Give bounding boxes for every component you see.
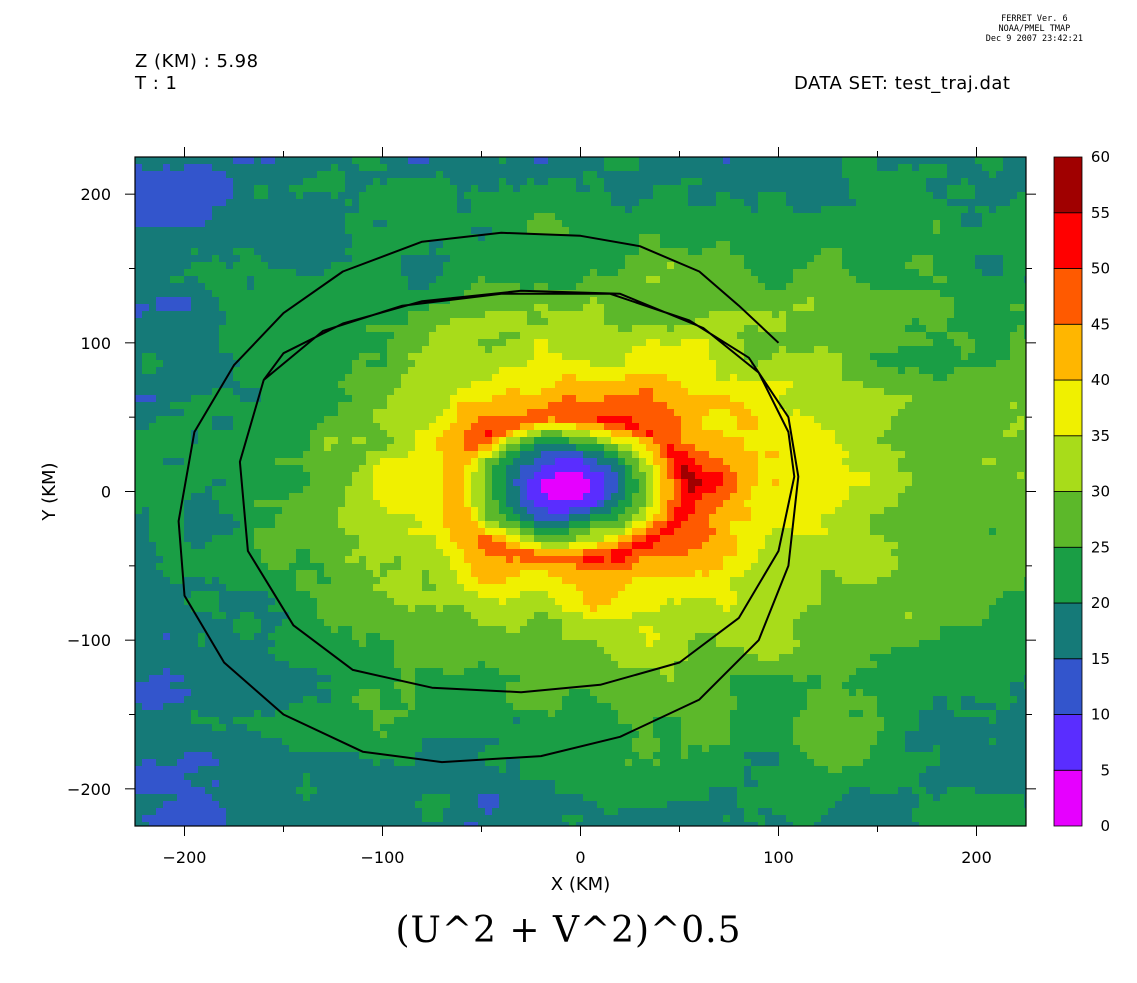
colorbar-label: 20: [1091, 594, 1110, 612]
colorbar-label: 25: [1091, 538, 1110, 556]
z-level-label: Z (KM) : 5.98: [135, 51, 259, 72]
x-tick-label: −200: [163, 848, 207, 867]
colorbar-label: 15: [1091, 650, 1110, 668]
colorbar-swatch: [1053, 379, 1083, 437]
colorbar-label: 40: [1091, 371, 1110, 389]
colorbar-label: 5: [1100, 761, 1110, 779]
colorbar-swatch: [1053, 769, 1083, 827]
y-tick-label: −100: [67, 631, 111, 650]
colorbar-swatch: [1053, 156, 1083, 214]
colorbar-label: 50: [1091, 260, 1110, 278]
colorbar-label: 45: [1091, 315, 1110, 333]
y-tick-label: 200: [80, 185, 111, 204]
x-tick-label: 0: [575, 848, 585, 867]
colorbar-swatch: [1053, 212, 1083, 269]
y-axis-label: Y (KM): [39, 462, 60, 521]
colorbar-label: 35: [1091, 427, 1110, 445]
stamp-version: FERRET Ver. 6: [1001, 14, 1068, 24]
stamp-date: Dec 9 2007 23:42:21: [985, 34, 1083, 44]
y-tick-label: 0: [101, 483, 111, 502]
colorbar-label: 55: [1091, 204, 1110, 222]
heatmap-field: [135, 157, 1026, 826]
colorbar-swatch: [1053, 268, 1083, 325]
x-tick-label: −100: [361, 848, 405, 867]
x-axis-label: X (KM): [551, 874, 610, 895]
ferret-stamp: FERRET Ver. 6 NOAA/PMEL TMAP Dec 9 2007 …: [986, 14, 1083, 44]
time-step-label: T : 1: [135, 73, 178, 94]
colorbar-label: 0: [1100, 817, 1110, 835]
stamp-org: NOAA/PMEL TMAP: [998, 24, 1071, 34]
x-tick-label: 200: [961, 848, 992, 867]
colorbar-swatch: [1053, 714, 1083, 771]
chart-title: (U^2 + V^2)^0.5: [395, 910, 742, 951]
colorbar-swatch: [1053, 435, 1083, 492]
colorbar-swatch: [1053, 602, 1083, 660]
y-tick-label: −200: [67, 780, 111, 799]
colorbar-label: 30: [1091, 483, 1110, 501]
colorbar-label: 60: [1091, 148, 1110, 166]
dataset-label: DATA SET: test_traj.dat: [794, 73, 1011, 94]
colorbar-swatch: [1053, 658, 1083, 715]
colorbar-swatch: [1053, 546, 1083, 604]
colorbar-label: 10: [1091, 706, 1110, 724]
y-tick-label: 100: [80, 334, 111, 353]
x-tick-label: 100: [763, 848, 794, 867]
colorbar-swatch: [1053, 491, 1083, 548]
colorbar-swatch: [1053, 323, 1083, 381]
trajectory-line: [177, 231, 800, 764]
